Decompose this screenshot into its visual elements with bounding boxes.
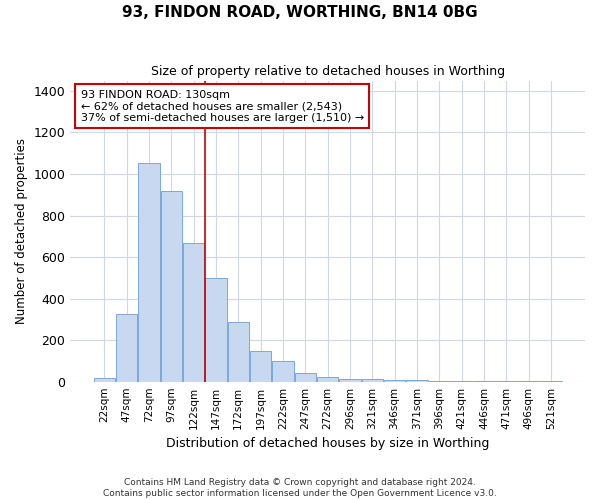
Bar	[205, 278, 227, 382]
Bar	[340, 378, 361, 382]
Bar	[295, 373, 316, 382]
Bar	[183, 242, 204, 382]
Bar	[250, 350, 271, 382]
Bar	[429, 381, 450, 382]
Text: 93 FINDON ROAD: 130sqm
← 62% of detached houses are smaller (2,543)
37% of semi-: 93 FINDON ROAD: 130sqm ← 62% of detached…	[80, 90, 364, 123]
Text: Contains HM Land Registry data © Crown copyright and database right 2024.
Contai: Contains HM Land Registry data © Crown c…	[103, 478, 497, 498]
Bar	[139, 162, 160, 382]
Bar	[272, 361, 293, 382]
Bar	[406, 380, 428, 382]
Bar	[362, 378, 383, 382]
Bar	[384, 380, 405, 382]
Y-axis label: Number of detached properties: Number of detached properties	[15, 138, 28, 324]
Title: Size of property relative to detached houses in Worthing: Size of property relative to detached ho…	[151, 65, 505, 78]
Bar	[227, 322, 249, 382]
Bar	[116, 314, 137, 382]
Bar	[317, 377, 338, 382]
Bar	[161, 190, 182, 382]
Bar	[94, 378, 115, 382]
Text: 93, FINDON ROAD, WORTHING, BN14 0BG: 93, FINDON ROAD, WORTHING, BN14 0BG	[122, 5, 478, 20]
X-axis label: Distribution of detached houses by size in Worthing: Distribution of detached houses by size …	[166, 437, 490, 450]
